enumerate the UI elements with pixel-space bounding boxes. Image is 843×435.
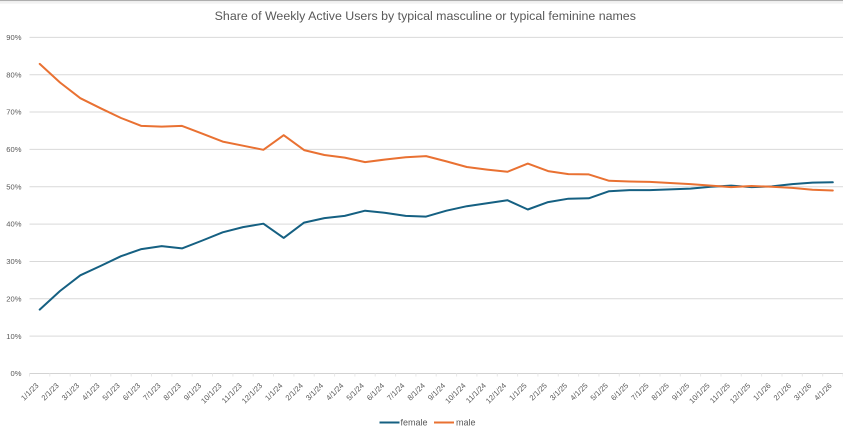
svg-text:11/1/23: 11/1/23 <box>220 381 244 405</box>
svg-text:10/1/24: 10/1/24 <box>443 381 467 405</box>
svg-text:90%: 90% <box>6 33 21 42</box>
svg-text:3/1/24: 3/1/24 <box>304 381 325 402</box>
svg-text:10/1/25: 10/1/25 <box>687 381 711 405</box>
svg-text:8/1/24: 8/1/24 <box>406 381 427 402</box>
svg-text:60%: 60% <box>6 145 21 154</box>
svg-text:7/1/24: 7/1/24 <box>385 381 406 402</box>
svg-text:70%: 70% <box>6 108 21 117</box>
svg-text:10%: 10% <box>6 332 21 341</box>
svg-text:12/1/25: 12/1/25 <box>728 381 752 405</box>
svg-text:8/1/25: 8/1/25 <box>650 381 671 402</box>
svg-text:1/1/24: 1/1/24 <box>263 381 284 402</box>
svg-text:20%: 20% <box>6 294 21 303</box>
svg-text:40%: 40% <box>6 220 21 229</box>
svg-text:5/1/23: 5/1/23 <box>101 381 122 402</box>
svg-text:7/1/23: 7/1/23 <box>141 381 162 402</box>
svg-text:6/1/23: 6/1/23 <box>121 381 142 402</box>
svg-text:4/1/25: 4/1/25 <box>568 381 589 402</box>
svg-text:6/1/25: 6/1/25 <box>609 381 630 402</box>
svg-text:3/1/26: 3/1/26 <box>792 381 813 402</box>
svg-text:12/1/23: 12/1/23 <box>240 381 264 405</box>
svg-text:12/1/24: 12/1/24 <box>484 381 508 405</box>
svg-text:3/1/23: 3/1/23 <box>60 381 81 402</box>
svg-text:3/1/25: 3/1/25 <box>548 381 569 402</box>
svg-text:4/1/26: 4/1/26 <box>812 381 833 402</box>
svg-text:1/1/26: 1/1/26 <box>751 381 772 402</box>
svg-text:8/1/23: 8/1/23 <box>162 381 183 402</box>
svg-text:2/1/23: 2/1/23 <box>40 381 61 402</box>
svg-text:2/1/26: 2/1/26 <box>772 381 793 402</box>
svg-text:4/1/24: 4/1/24 <box>324 381 345 402</box>
svg-text:11/1/24: 11/1/24 <box>464 381 488 405</box>
svg-text:0%: 0% <box>11 369 22 378</box>
svg-text:80%: 80% <box>6 70 21 79</box>
svg-text:4/1/23: 4/1/23 <box>80 381 101 402</box>
svg-text:Share of Weekly Active Users b: Share of Weekly Active Users by typical … <box>215 9 636 23</box>
svg-text:2/1/25: 2/1/25 <box>528 381 549 402</box>
svg-text:5/1/25: 5/1/25 <box>589 381 610 402</box>
svg-text:10/1/23: 10/1/23 <box>199 381 223 405</box>
svg-text:5/1/24: 5/1/24 <box>345 381 366 402</box>
svg-text:30%: 30% <box>6 257 21 266</box>
svg-text:7/1/25: 7/1/25 <box>629 381 650 402</box>
svg-text:11/1/25: 11/1/25 <box>708 381 732 405</box>
svg-text:male: male <box>456 417 476 427</box>
svg-text:1/1/25: 1/1/25 <box>507 381 528 402</box>
svg-text:50%: 50% <box>6 182 21 191</box>
svg-text:6/1/24: 6/1/24 <box>365 381 386 402</box>
svg-text:female: female <box>401 417 428 427</box>
svg-text:2/1/24: 2/1/24 <box>284 381 305 402</box>
svg-text:1/1/23: 1/1/23 <box>19 381 40 402</box>
